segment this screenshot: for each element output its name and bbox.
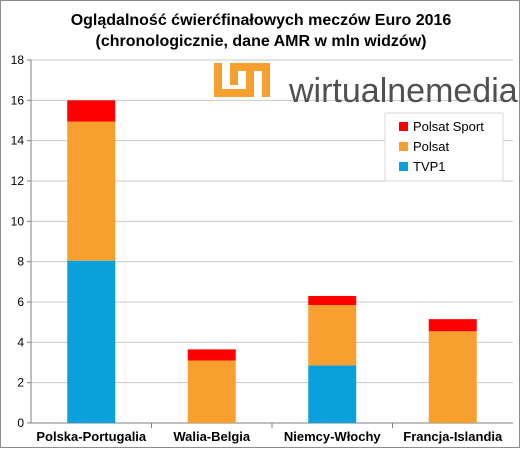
watermark: wirtualnemedia.pl — [214, 63, 520, 110]
y-tick-label: 16 — [11, 93, 25, 107]
legend-label: TVP1 — [413, 159, 446, 174]
chart-title: Oglądalność ćwierćfinałowych meczów Euro… — [71, 12, 452, 50]
legend: Polsat Sport Polsat TVP1 — [384, 112, 504, 182]
bars — [67, 100, 477, 423]
legend-label: Polsat Sport — [413, 119, 484, 134]
x-category-label: Francja-Islandia — [403, 429, 503, 444]
x-category-label: Walia-Belgia — [173, 429, 251, 444]
y-tick-label: 4 — [17, 335, 24, 349]
bar-segment-polsat — [67, 121, 116, 261]
logo-stroke — [246, 63, 254, 97]
bar-segment-tvp1 — [308, 365, 357, 423]
y-tick-label: 0 — [17, 416, 24, 430]
bar-segment-polsat-sport — [428, 319, 477, 332]
y-tick-label: 14 — [11, 134, 25, 148]
y-tick-label: 12 — [11, 174, 25, 188]
bar-segment-polsat — [187, 360, 236, 423]
bar-segment-polsat-sport — [308, 295, 357, 306]
logo-stroke — [214, 89, 254, 97]
bar-segment-polsat-sport — [187, 349, 236, 361]
y-tick-label: 6 — [17, 295, 24, 309]
y-tick-label: 8 — [17, 255, 24, 269]
chart-title-line-2: (chronologicznie, dane AMR w mln widzów) — [96, 33, 427, 50]
y-tick-label: 2 — [17, 376, 24, 390]
y-tick-label: 18 — [11, 53, 25, 67]
logo-stroke — [214, 63, 222, 97]
y-tick-label: 10 — [11, 214, 25, 228]
bar-segment-polsat — [308, 305, 357, 366]
chart-title-line-1: Oglądalność ćwierćfinałowych meczów Euro… — [71, 12, 452, 29]
bar-segment-polsat-sport — [67, 100, 116, 122]
x-category-label: Polska-Portugalia — [36, 429, 147, 444]
logo-stroke — [230, 63, 238, 85]
bar-segment-polsat — [428, 331, 477, 423]
logo-stroke — [246, 63, 270, 71]
legend-swatch — [399, 162, 408, 171]
bar-segment-tvp1 — [67, 260, 116, 423]
wirtualnemedia-logo-icon — [214, 63, 270, 97]
legend-label: Polsat — [413, 139, 450, 154]
x-category-label: Niemcy-Włochy — [284, 429, 382, 444]
watermark-text: wirtualnemedia.pl — [288, 72, 520, 110]
legend-swatch — [399, 122, 408, 131]
logo-stroke — [262, 63, 270, 97]
legend-swatch — [399, 142, 408, 151]
